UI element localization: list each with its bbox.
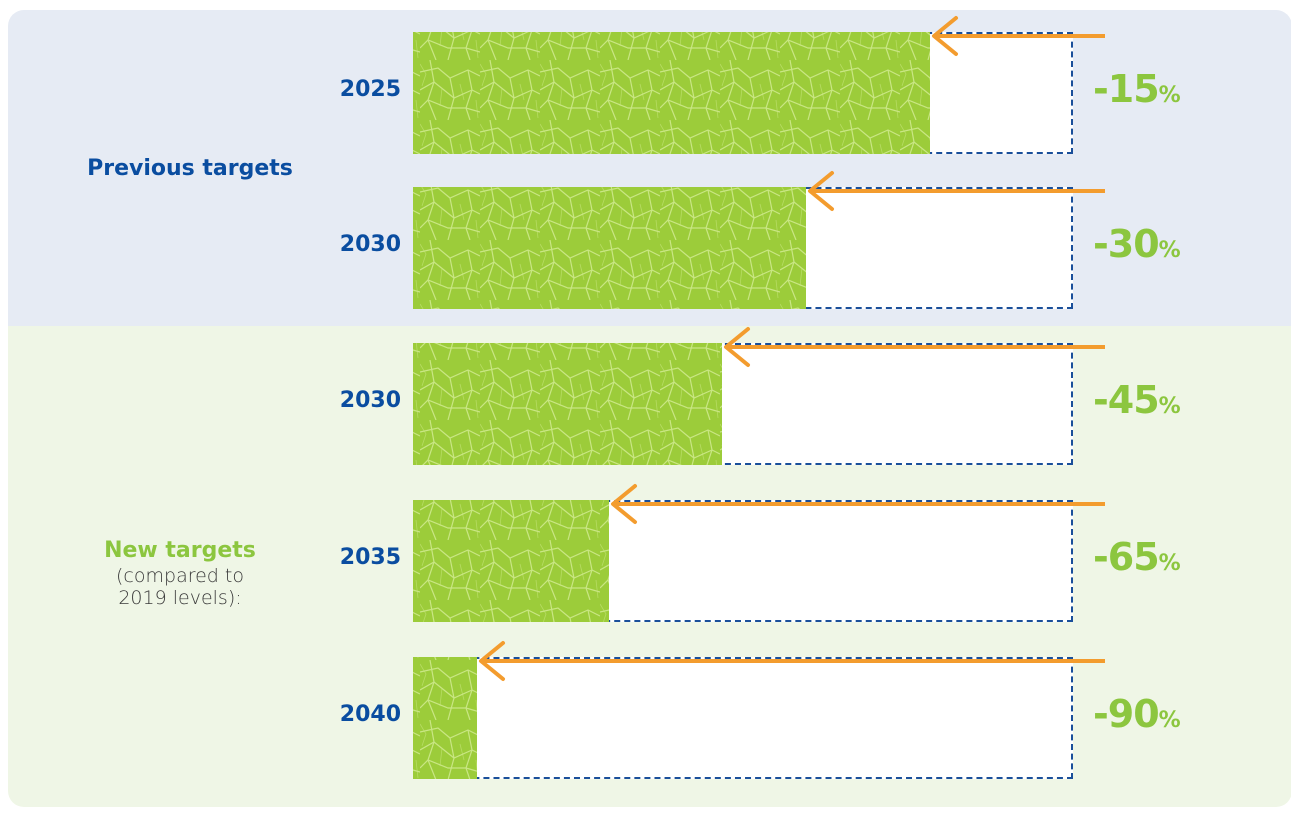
year-label-4: 2040 bbox=[339, 702, 401, 727]
percent-unit-1: % bbox=[1158, 238, 1181, 263]
reduction-arrow-head-3 bbox=[611, 484, 637, 524]
percent-value-0: -15 bbox=[1093, 67, 1160, 111]
previous-targets-label: Previous targets bbox=[80, 155, 300, 183]
bar-2035-3 bbox=[413, 500, 609, 622]
percent-value-3: -65 bbox=[1093, 535, 1160, 579]
percent-label-0: -15% bbox=[1093, 67, 1181, 111]
reduction-arrow-head-1 bbox=[808, 171, 834, 211]
new-targets-subtitle-2: 2019 levels): bbox=[118, 587, 242, 609]
reduction-arrow-head-4 bbox=[479, 641, 505, 681]
percent-unit-4: % bbox=[1158, 708, 1181, 733]
percent-unit-0: % bbox=[1158, 83, 1181, 108]
previous-targets-title: Previous targets bbox=[87, 156, 293, 181]
new-targets-subtitle-1: (compared to bbox=[116, 565, 244, 587]
percent-unit-2: % bbox=[1158, 394, 1181, 419]
new-targets-label: New targets (compared to 2019 levels): bbox=[70, 537, 290, 609]
year-label-0: 2025 bbox=[339, 77, 401, 102]
percent-label-2: -45% bbox=[1093, 378, 1181, 422]
reduction-arrow-head-0 bbox=[932, 16, 958, 56]
percent-label-1: -30% bbox=[1093, 222, 1181, 266]
percent-label-3: -65% bbox=[1093, 535, 1181, 579]
bar-2025-0 bbox=[413, 32, 930, 154]
percent-label-4: -90% bbox=[1093, 692, 1181, 736]
year-label-2: 2030 bbox=[339, 388, 401, 413]
percent-unit-3: % bbox=[1158, 551, 1181, 576]
bar-2030-1 bbox=[413, 187, 806, 309]
bar-2030-2 bbox=[413, 343, 722, 465]
reduction-arrow-head-2 bbox=[724, 327, 750, 367]
target-frame-4 bbox=[413, 657, 1073, 779]
new-targets-title: New targets bbox=[104, 538, 256, 563]
year-label-3: 2035 bbox=[339, 545, 401, 570]
bar-2040-4 bbox=[413, 657, 477, 779]
percent-value-1: -30 bbox=[1093, 222, 1160, 266]
percent-value-2: -45 bbox=[1093, 378, 1160, 422]
percent-value-4: -90 bbox=[1093, 692, 1160, 736]
year-label-1: 2030 bbox=[339, 232, 401, 257]
